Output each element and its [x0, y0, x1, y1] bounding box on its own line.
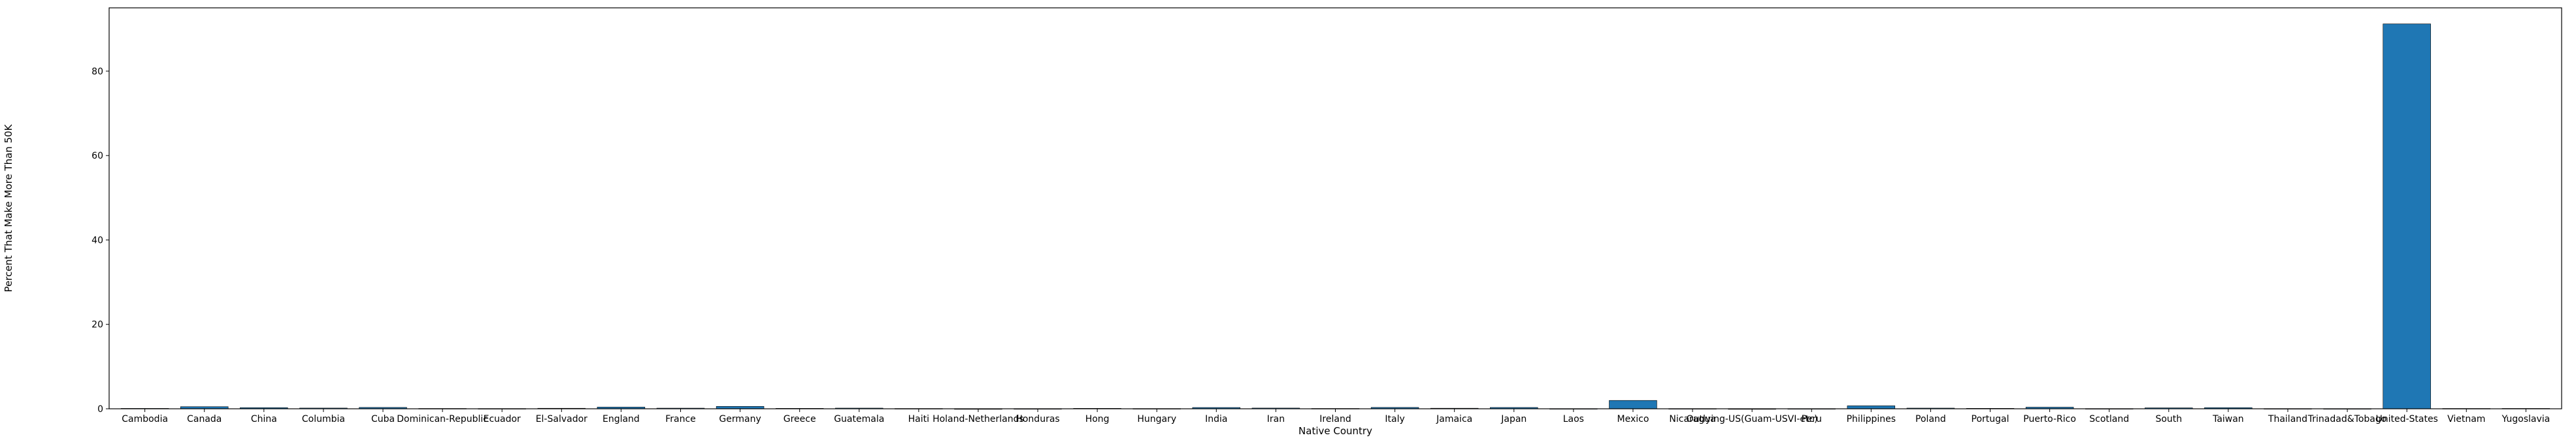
- x-tick-label: Taiwan: [2212, 414, 2244, 424]
- x-tick-label: Puerto-Rico: [2023, 414, 2076, 424]
- x-tick-label: Japan: [1500, 414, 1527, 424]
- x-tick-label: Yugoslavia: [2501, 414, 2550, 424]
- x-tick-label: Ireland: [1319, 414, 1351, 424]
- x-tick-label: Scotland: [2089, 414, 2129, 424]
- x-tick-label: Germany: [719, 414, 761, 424]
- y-tick-label: 60: [91, 151, 103, 161]
- y-axis-label: Percent That Make More Than 50K: [3, 123, 14, 292]
- x-tick-label: United-States: [2375, 414, 2437, 424]
- x-tick-label: Honduras: [1016, 414, 1059, 424]
- x-tick-label: Portugal: [1972, 414, 2009, 424]
- x-axis-label: Native Country: [1298, 425, 1372, 437]
- x-tick-label: Hungary: [1137, 414, 1176, 424]
- x-tick-label: Columbia: [302, 414, 345, 424]
- x-tick-label: Guatemala: [834, 414, 884, 424]
- x-tick-label: France: [665, 414, 696, 424]
- bar-philippines: [1847, 406, 1896, 409]
- x-tick-label: England: [603, 414, 640, 424]
- y-axis-ticks: 0 20 40 60 80: [91, 67, 109, 415]
- x-tick-label: Poland: [1915, 414, 1946, 424]
- x-tick-label: India: [1205, 414, 1227, 424]
- x-tick-label: Holand-Netherlands: [933, 414, 1024, 424]
- y-tick-label: 80: [91, 67, 103, 77]
- x-tick-label: Cambodia: [122, 414, 168, 424]
- bar-united-states: [2383, 24, 2431, 409]
- y-tick-label: 40: [91, 235, 103, 246]
- x-tick-label: Ecuador: [484, 414, 521, 424]
- x-tick-label: Dominican-Republic: [397, 414, 488, 424]
- x-tick-label: Hong: [1085, 414, 1110, 424]
- x-tick-label: Cuba: [371, 414, 395, 424]
- x-tick-label: Italy: [1385, 414, 1404, 424]
- x-tick-label: Philippines: [1847, 414, 1896, 424]
- x-tick-label: Iran: [1267, 414, 1285, 424]
- x-tick-label: Nicaragua: [1669, 414, 1715, 424]
- x-tick-label: Peru: [1802, 414, 1822, 424]
- x-tick-label: El-Salvador: [536, 414, 587, 424]
- x-tick-label: Canada: [187, 414, 222, 424]
- x-tick-label: Mexico: [1617, 414, 1649, 424]
- x-tick-label: Laos: [1563, 414, 1584, 424]
- x-axis-ticks: Cambodia Canada China Columbia Cuba Dominican…: [122, 409, 2550, 424]
- bar-mexico: [1609, 400, 1657, 409]
- x-tick-label: Thailand: [2268, 414, 2307, 424]
- x-tick-label: Jamaica: [1436, 414, 1472, 424]
- x-tick-label: China: [251, 414, 277, 424]
- x-tick-label: Outlying-US(Guam-USVI-etc): [1687, 414, 1818, 424]
- x-tick-label: Vietnam: [2447, 414, 2485, 424]
- x-tick-label: South: [2155, 414, 2182, 424]
- y-tick-label: 0: [97, 404, 103, 415]
- y-tick-label: 20: [91, 320, 103, 330]
- x-tick-label: Greece: [784, 414, 816, 424]
- x-tick-label: Trinadad&Tobago: [2307, 414, 2387, 424]
- x-tick-label: Haiti: [908, 414, 929, 424]
